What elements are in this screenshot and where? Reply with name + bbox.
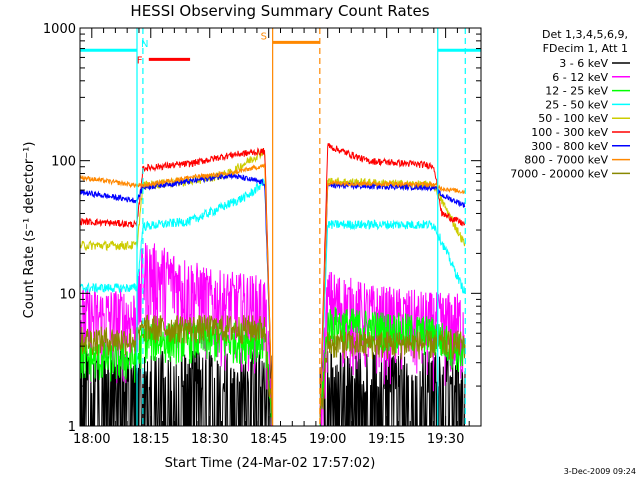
x-tick-label: 19:00 [309, 432, 346, 447]
x-tick-label: 19:15 [368, 432, 405, 447]
y-tick-label: 10 [59, 287, 76, 302]
series-line [80, 350, 466, 426]
legend-entry-label: 12 - 25 keV [545, 85, 608, 98]
series-line [80, 163, 466, 420]
legend: Det 1,3,4,5,6,9, FDecim 1, Att 1 3 - 6 k… [510, 28, 630, 180]
legend-entry-label: 300 - 800 keV [531, 140, 608, 153]
x-tick-label: 18:15 [132, 432, 169, 447]
series-line [80, 143, 466, 419]
y-axis: 1 10 100 1000 [43, 22, 481, 435]
legend-entry-label: 3 - 6 keV [559, 57, 608, 70]
chart-title: HESSI Observing Summary Count Rates [130, 2, 429, 20]
legend-entry-label: 7000 - 20000 keV [510, 167, 608, 180]
legend-entry-label: 100 - 300 keV [531, 126, 608, 139]
x-axis-label: Start Time (24-Mar-02 17:57:02) [165, 456, 376, 471]
y-tick-label: 1 [68, 420, 76, 435]
series-line [80, 242, 466, 426]
legend-entry-label: 800 - 7000 keV [524, 154, 608, 167]
legend-entry-label: 50 - 100 keV [538, 112, 608, 125]
y-tick-label: 1000 [43, 22, 76, 37]
legend-entry-label: 6 - 12 keV [552, 71, 608, 84]
flag-label: F [137, 55, 143, 66]
y-axis-label: Count Rate (s⁻¹ detector⁻¹) [22, 142, 37, 319]
plot-area [80, 28, 481, 426]
x-tick-label: 18:45 [250, 432, 287, 447]
flag-label: N [141, 39, 148, 50]
y-tick-label: 100 [51, 155, 76, 170]
footer-date: 3-Dec-2009 09:24 [564, 467, 636, 476]
legend-header-line-1: Det 1,3,4,5,6,9, [542, 28, 628, 41]
x-tick-label: 18:30 [191, 432, 228, 447]
legend-header-line-2: FDecim 1, Att 1 [543, 42, 628, 55]
x-tick-label: 18:00 [73, 432, 110, 447]
x-axis: 18:00 18:15 18:30 18:45 19:00 19:15 19:30 [73, 28, 482, 447]
series-line [80, 177, 466, 420]
legend-entry-label: 25 - 50 keV [545, 98, 608, 111]
flag-label: S [261, 31, 267, 42]
x-tick-label: 19:30 [427, 432, 464, 447]
series-line [80, 314, 466, 426]
